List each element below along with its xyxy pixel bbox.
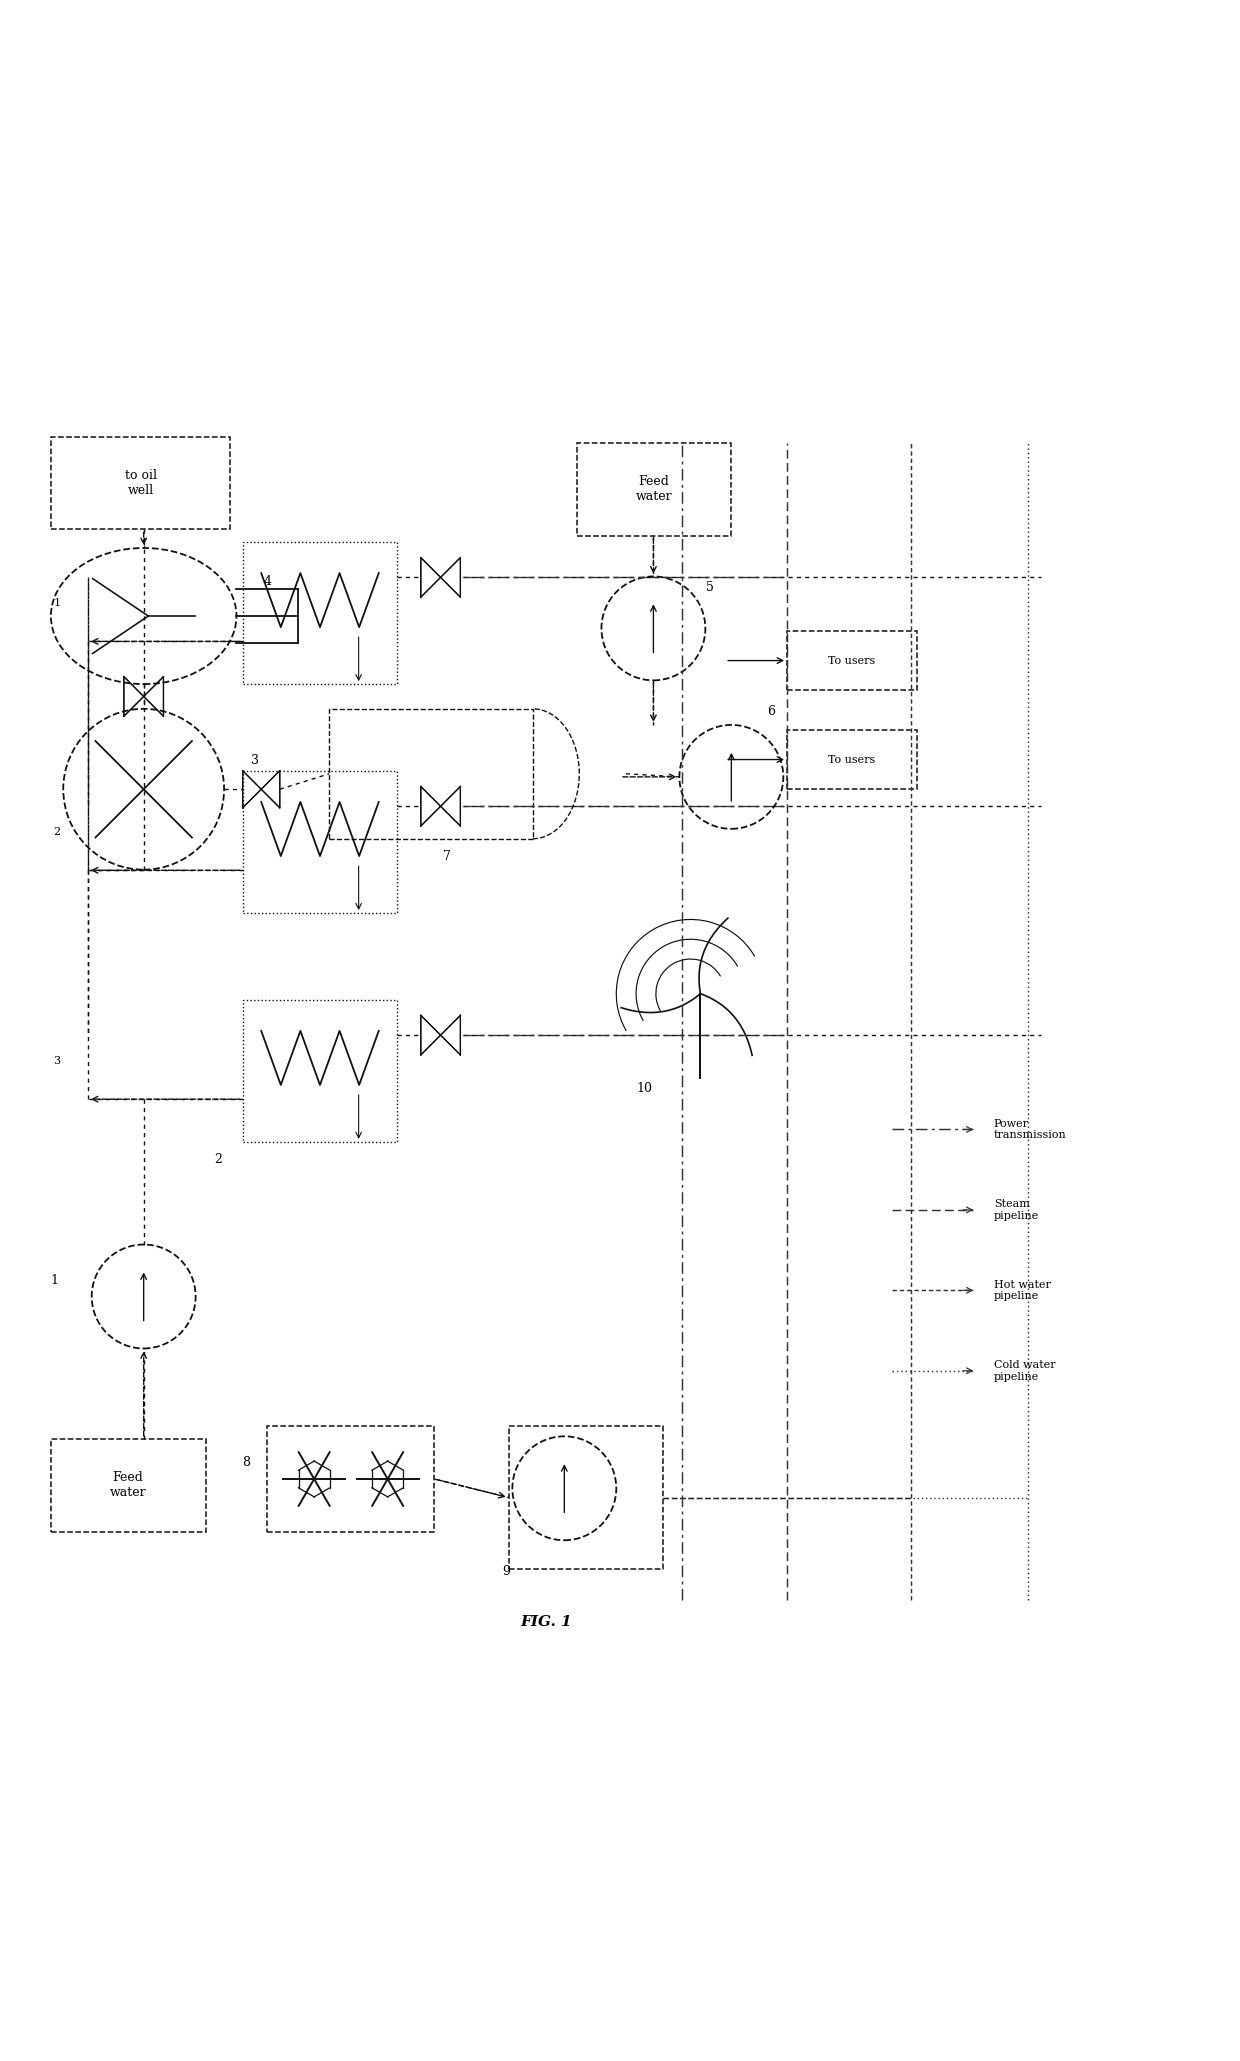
- Bar: [51, 437, 231, 530]
- Text: 3: 3: [250, 754, 259, 767]
- Bar: [330, 709, 533, 839]
- Text: 1: 1: [53, 598, 61, 608]
- Text: 6: 6: [768, 705, 775, 717]
- Bar: [243, 1000, 397, 1142]
- Bar: [787, 631, 916, 690]
- Text: Steam
pipeline: Steam pipeline: [993, 1200, 1039, 1220]
- Text: To users: To users: [828, 754, 875, 765]
- Text: Power
transmission: Power transmission: [993, 1119, 1066, 1140]
- Bar: [243, 771, 397, 913]
- Text: 5: 5: [707, 581, 714, 594]
- Text: 7: 7: [443, 849, 450, 864]
- Text: to oil
well: to oil well: [124, 470, 156, 497]
- Bar: [577, 443, 732, 536]
- Text: 10: 10: [637, 1082, 652, 1094]
- Text: Feed
water: Feed water: [636, 476, 672, 503]
- Text: 2: 2: [53, 826, 61, 837]
- Bar: [268, 1426, 434, 1531]
- Text: FIG. 1: FIG. 1: [520, 1616, 572, 1628]
- Bar: [51, 1439, 206, 1531]
- Text: Hot water
pipeline: Hot water pipeline: [993, 1280, 1050, 1300]
- Text: 8: 8: [242, 1455, 250, 1469]
- Bar: [243, 542, 397, 684]
- Text: 3: 3: [53, 1055, 61, 1066]
- Text: Feed
water: Feed water: [110, 1472, 146, 1498]
- Bar: [787, 730, 916, 789]
- Bar: [508, 1426, 663, 1568]
- Text: To users: To users: [828, 655, 875, 666]
- Text: Cold water
pipeline: Cold water pipeline: [993, 1360, 1055, 1381]
- Text: 1: 1: [51, 1274, 58, 1288]
- Text: 4: 4: [263, 575, 272, 587]
- Text: 9: 9: [502, 1564, 510, 1579]
- Text: 2: 2: [215, 1152, 222, 1167]
